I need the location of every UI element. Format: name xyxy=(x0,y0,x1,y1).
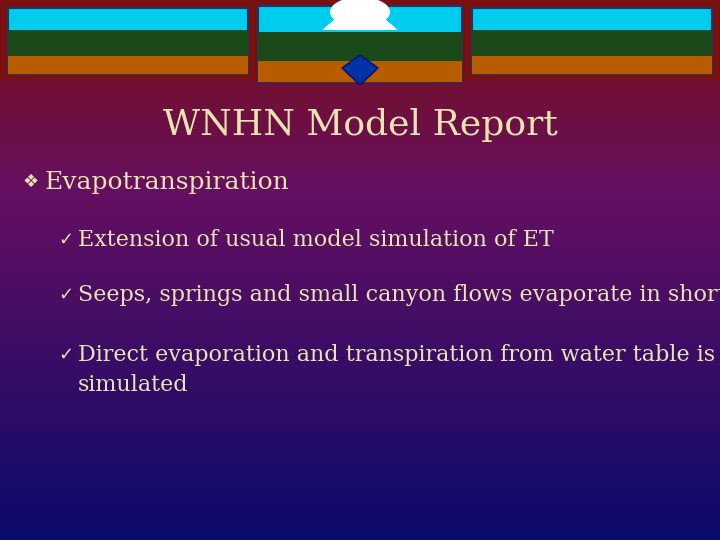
Bar xyxy=(8,30,248,56)
Bar xyxy=(0,0,720,80)
Bar xyxy=(8,56,248,74)
Bar xyxy=(258,32,462,60)
Text: ✓: ✓ xyxy=(58,286,73,304)
Ellipse shape xyxy=(330,0,390,27)
Bar xyxy=(472,30,712,56)
Bar xyxy=(258,60,462,82)
Text: ✓: ✓ xyxy=(58,346,73,364)
Bar xyxy=(8,8,248,74)
Text: ❖: ❖ xyxy=(22,173,38,191)
Text: Extension of usual model simulation of ET: Extension of usual model simulation of E… xyxy=(78,229,554,251)
Bar xyxy=(472,56,712,74)
Polygon shape xyxy=(322,0,398,30)
Text: Seeps, springs and small canyon flows evaporate in short order: Seeps, springs and small canyon flows ev… xyxy=(78,284,720,306)
Text: Evapotranspiration: Evapotranspiration xyxy=(45,171,289,193)
Text: Direct evaporation and transpiration from water table is also: Direct evaporation and transpiration fro… xyxy=(78,344,720,366)
Bar xyxy=(472,8,712,74)
Polygon shape xyxy=(342,55,378,85)
Text: simulated: simulated xyxy=(78,374,189,396)
Text: ✓: ✓ xyxy=(58,231,73,249)
Bar xyxy=(258,6,462,82)
Text: WNHN Model Report: WNHN Model Report xyxy=(163,108,557,142)
